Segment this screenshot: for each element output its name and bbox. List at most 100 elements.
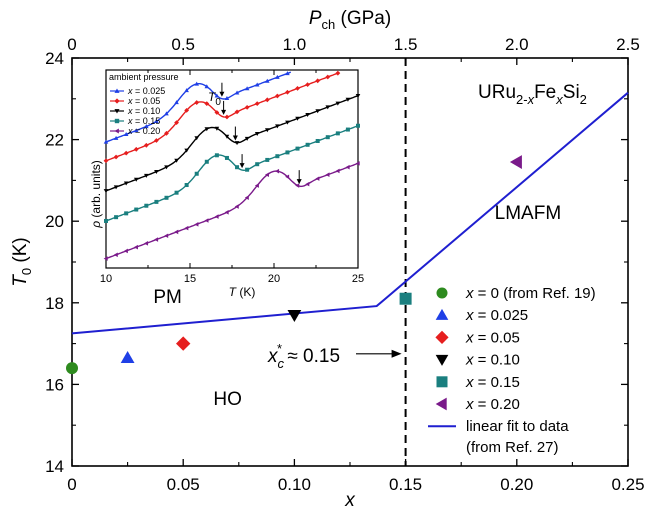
inset-curve-marker [184,225,189,231]
inset-curve-marker [113,185,119,190]
inset-curve-marker [305,181,310,187]
inset-curve-marker [154,199,159,204]
inset-curve-marker [315,176,320,181]
x-tick-label: 0.20 [500,475,533,494]
inset-curve-marker [134,207,139,212]
inset-curve-marker [356,123,360,128]
inset-curve-marker [264,172,269,178]
inset-curve-marker [174,100,179,105]
inset-curve-marker [224,155,229,160]
inset-curve-marker [133,146,139,152]
inset-curve-marker [275,124,280,129]
inset-t0-arrow-head [221,109,227,115]
inset-curve-marker [204,218,209,223]
inset-curve-marker [144,124,149,129]
inset-curve-marker [123,132,129,137]
inset-curve-marker [235,165,240,170]
inset-curve-marker [174,158,179,163]
region-label: PM [153,287,182,308]
inset-curve-marker [103,139,109,144]
inset-curve-marker [295,86,300,91]
inset-y-axis-title: ρ (arb. units) [89,160,103,229]
inset-curve-marker [224,114,230,120]
inset-curve-marker [104,218,108,223]
inset-curve-marker [113,154,119,160]
inset-curve-marker [265,157,270,162]
inset-curve-marker [234,204,239,209]
legend-label: x = 0.15 [465,374,520,391]
inset-curve-marker [154,119,159,124]
y-tick-label: 22 [45,131,64,150]
inset-legend-label: x = 0.025 [127,86,165,96]
inset-curve-marker [124,211,129,216]
inset-curve-marker [114,215,119,220]
region-label: LMAFM [495,203,562,224]
inset-curve-marker [214,110,220,115]
inset-legend-label: x = 0.05 [127,96,160,106]
inset-curve-marker [295,116,300,121]
compound-label: URu2-xFexSi2 [478,82,587,107]
inset-curve-marker [143,142,149,148]
inset-curve-marker [335,131,340,136]
legend-marker [436,287,448,299]
inset-curve-marker [315,78,321,84]
inset-curve-marker [214,214,219,219]
data-point [66,362,78,375]
legend-fit-label-2: (from Ref. 27) [466,439,559,456]
inset-curve-marker [214,93,220,98]
y-axis-title: T0 (K) [10,237,34,286]
inset-legend-marker [114,128,119,134]
inset-curve-marker [184,88,189,93]
inset-curve-marker [305,142,310,147]
xc-label: xc* ≈ 0.15 [267,341,340,371]
legend-label: x = 0.20 [465,396,520,413]
inset-curve-marker [315,138,320,143]
y-tick-label: 20 [45,212,64,231]
y-tick-label: 24 [45,49,64,68]
legend-marker [435,397,447,411]
y-tick-label: 18 [45,294,64,313]
inset-curve-marker [214,153,219,158]
xc-arrow-head [391,349,402,358]
inset-curve-marker [113,252,118,258]
inset-curve-marker [335,101,341,106]
top-tick-label: 1.5 [394,35,418,54]
inset-curve-marker [194,100,200,105]
inset-curve-marker [204,84,210,89]
inset-curve-marker [254,131,260,136]
inset-curve-marker [325,172,330,178]
inset-legend-marker [114,98,120,104]
x-tick-label: 0 [67,475,76,494]
inset-t0-arrow-head [296,179,302,185]
inset-curve-marker [164,195,169,200]
inset-curve-marker [194,222,199,227]
inset-curve-marker [305,82,310,88]
x-tick-label: 0.15 [389,475,422,494]
inset-curve-marker [204,127,210,132]
inset-x-axis-title: T (K) [229,285,256,299]
top-axis-title: Pch (GPa) [309,8,391,32]
region-label: HO [213,389,242,410]
inset-curve [105,95,359,192]
top-tick-label: 2.5 [616,35,640,54]
inset-curve-marker [285,89,290,95]
data-point [509,155,522,169]
inset-curve-marker [164,233,169,239]
inset-curve-marker [164,165,169,170]
y-tick-label: 16 [45,375,64,394]
inset-curve-marker [224,134,230,139]
inset-curve-marker [335,70,341,76]
inset-curve-marker [133,244,138,250]
inset-curve-marker [254,183,259,188]
inset-curve-marker [264,128,270,133]
inset-curve-marker [325,135,330,140]
inset-curve-marker [244,86,250,91]
inset-plot: 10 15 20 25 T (K) ρ (arb. units) T0 ambient pre… [89,69,364,299]
inset-t0-label: T0 [208,90,221,108]
inset-legend-marker [114,88,120,93]
legend-marker [435,330,449,344]
inset-curve-marker [285,71,290,76]
inset-x-tick-label: 20 [268,273,280,285]
data-point [120,350,135,363]
inset-curve-marker [144,241,149,246]
